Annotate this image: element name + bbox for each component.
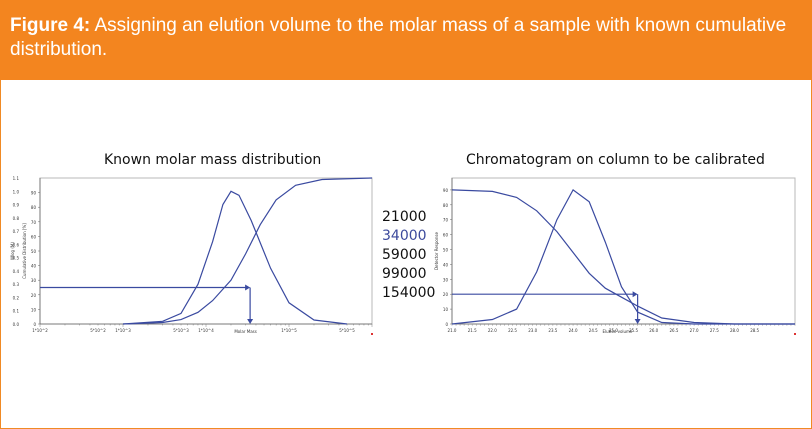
caption-text: Assigning an elution volume to the molar… [10, 15, 787, 60]
table-row: 75% 99000 [324, 265, 452, 284]
pct-cell: 90% [324, 285, 356, 301]
pct-cell: 10% [324, 209, 356, 225]
table-row-highlight: 25% 34000 [324, 227, 452, 246]
figure-caption: Figure 4: Assigning an elution volume to… [10, 14, 800, 62]
pct-cell: 25% [324, 228, 356, 244]
chart-title-left: Known molar mass distribution [104, 152, 322, 168]
chart-title-right: Chromatogram on column to be calibrated [466, 152, 765, 168]
pct-cell: 75% [324, 266, 356, 282]
mass-cell: 99000 [382, 266, 427, 282]
percentile-table: 10% 21000 25% 34000 50% 59000 75% 99000 90% 1… [324, 208, 452, 303]
figure-label: Figure 4: [10, 15, 91, 36]
mass-cell: 21000 [382, 209, 427, 225]
pct-cell: 50% [324, 247, 356, 263]
table-row: 10% 21000 [324, 208, 452, 227]
mass-cell: 59000 [382, 247, 427, 263]
mass-cell: 154000 [382, 285, 436, 301]
mass-cell: 34000 [382, 228, 427, 244]
table-row: 90% 154000 [324, 284, 452, 303]
figure-header: Figure 4: Assigning an elution volume to… [0, 0, 812, 80]
table-row: 50% 59000 [324, 246, 452, 265]
